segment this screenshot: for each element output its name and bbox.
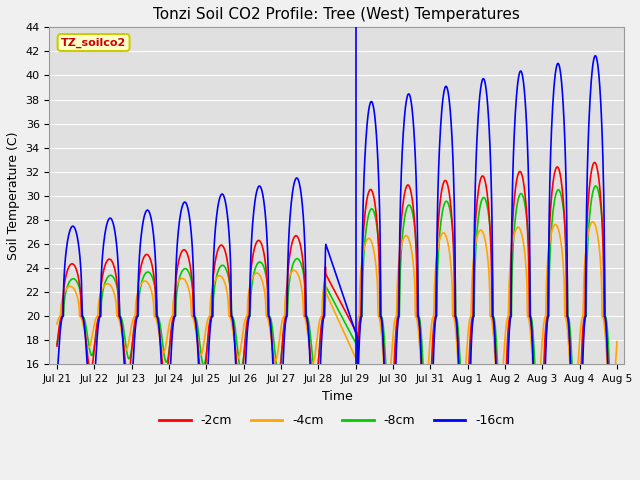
X-axis label: Time: Time xyxy=(321,390,352,403)
Legend: -2cm, -4cm, -8cm, -16cm: -2cm, -4cm, -8cm, -16cm xyxy=(154,409,520,432)
Text: TZ_soilco2: TZ_soilco2 xyxy=(61,37,126,48)
Title: Tonzi Soil CO2 Profile: Tree (West) Temperatures: Tonzi Soil CO2 Profile: Tree (West) Temp… xyxy=(154,7,520,22)
Y-axis label: Soil Temperature (C): Soil Temperature (C) xyxy=(7,132,20,260)
